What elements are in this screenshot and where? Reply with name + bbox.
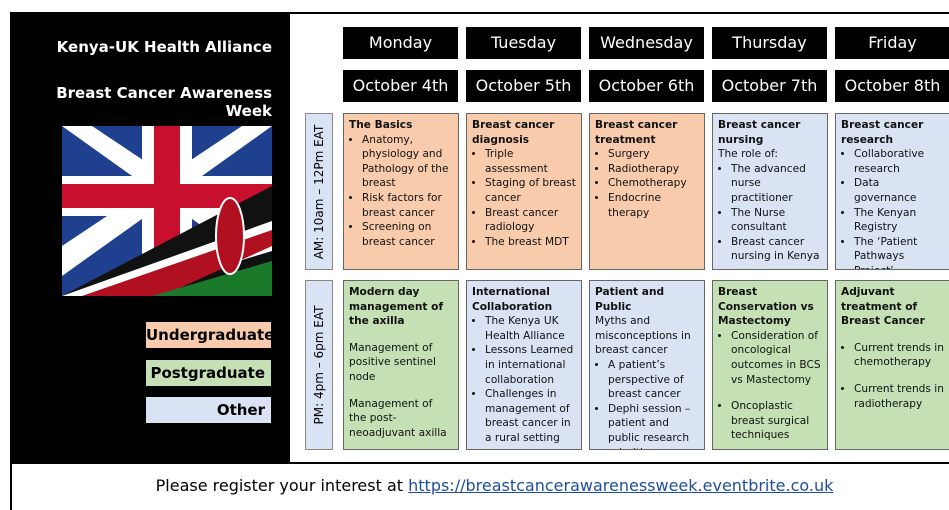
date-header: October 5th xyxy=(466,70,581,102)
bullet-list: Current trends in chemotherapy Current tr… xyxy=(841,341,945,411)
day-header: Tuesday xyxy=(466,27,581,59)
bullet-item: The Kenya UK Health Alliance xyxy=(485,314,576,343)
bullet-item: The ‘Patient Pathways Project’ xyxy=(854,235,945,269)
left-border xyxy=(10,12,12,510)
session-cell: The Basics Anatomy, physiology and Pathol… xyxy=(343,113,459,270)
session-cell: Breast cancer nursing The role of:The adv… xyxy=(712,113,828,270)
session-cell: Patient and Public Myths and misconceptio… xyxy=(589,280,705,450)
bullet-list: Collaborative researchData governanceThe… xyxy=(841,147,945,269)
cell-title: The Basics xyxy=(349,119,413,131)
bullet-item: Consideration of oncological outcomes in… xyxy=(731,329,822,387)
bullet-item: Staging of breast cancer xyxy=(485,176,576,205)
bullet-item: Anatomy, physiology and Pathology of the… xyxy=(362,133,453,191)
divider xyxy=(12,462,949,464)
bullet-item: Dephi session – patient and public resea… xyxy=(608,402,699,449)
cell-text: Management of the post-neoadjuvant axill… xyxy=(349,397,447,439)
cell-text: The role of: xyxy=(718,148,778,161)
bullet-item: Triple assessment xyxy=(485,147,576,176)
cell-title: Breast cancer diagnosis xyxy=(472,119,555,146)
date-header: October 8th xyxy=(835,70,949,102)
bullet-item: A patient’s perspective of breast cancer xyxy=(608,358,699,402)
cell-title: Breast Conservation vs Mastectomy xyxy=(718,286,814,328)
session-label-text: PM: 4pm – 6pm EAT xyxy=(312,305,326,425)
cell-title: Breast cancer treatment xyxy=(595,119,678,146)
bullet-item: Collaborative research xyxy=(854,147,945,176)
bullet-item: Breast cancer nursing in Kenya xyxy=(731,235,822,264)
bullet-item: Surgery xyxy=(608,147,699,162)
bullet-item: Current trends in radiotherapy xyxy=(854,382,945,411)
day-header: Thursday xyxy=(712,27,827,59)
cell-title: International Collaboration xyxy=(472,286,553,313)
flag xyxy=(62,126,272,296)
bullet-item: Risk factors for breast cancer xyxy=(362,191,453,220)
legend-item: Other xyxy=(146,397,271,423)
date-header: October 7th xyxy=(712,70,827,102)
bullet-item: Oncoplastic breast surgical techniques xyxy=(731,399,822,443)
bullet-item: Lessons Learned in international collabo… xyxy=(485,343,576,387)
sidebar-subtitle: Breast Cancer Awareness Week xyxy=(56,84,272,120)
day-header: Friday xyxy=(835,27,949,59)
bullet-list: Anatomy, physiology and Pathology of the… xyxy=(349,133,453,250)
session-cell: Modern day management of the axilla Manag… xyxy=(343,280,459,450)
sidebar-title: Kenya-UK Health Alliance xyxy=(56,38,272,56)
session-label: PM: 4pm – 6pm EAT xyxy=(305,280,333,450)
cell-title: Breast cancer research xyxy=(841,119,924,146)
session-label-text: AM: 10am – 12Pm EAT xyxy=(312,124,326,259)
day-header: Wednesday xyxy=(589,27,704,59)
bullet-list: The advanced nurse practitionerThe Nurse… xyxy=(718,162,822,264)
date-header: October 6th xyxy=(589,70,704,102)
bullet-list: A patient’s perspective of breast cancer… xyxy=(595,358,699,449)
footer: Please register your interest at https:/… xyxy=(0,476,949,495)
session-cell: Breast cancer treatmentSurgeryRadiothera… xyxy=(589,113,705,270)
cell-title: Patient and Public xyxy=(595,286,665,313)
bullet-list: Triple assessmentStaging of breast cance… xyxy=(472,147,576,249)
bullet-item: The breast MDT xyxy=(485,235,576,250)
bullet-item: The Nurse consultant xyxy=(731,206,822,235)
cell-title: Modern day management of the axilla xyxy=(349,286,444,328)
session-cell: Breast cancer diagnosisTriple assessment… xyxy=(466,113,582,270)
bullet-item: Data governance xyxy=(854,176,945,205)
bullet-item: Screening on breast cancer xyxy=(362,220,453,249)
bullet-item: Current trends in chemotherapy xyxy=(854,341,945,370)
top-border xyxy=(12,12,949,14)
cell-title: Adjuvant treatment of Breast Cancer xyxy=(841,286,925,328)
day-header: Monday xyxy=(343,27,458,59)
session-label: AM: 10am – 12Pm EAT xyxy=(305,113,333,270)
session-cell: Adjuvant treatment of Breast Cancer Curre… xyxy=(835,280,949,450)
bullet-item: Radiotherapy xyxy=(608,162,699,177)
legend-item: Postgraduate xyxy=(146,360,271,386)
cell-text: Management of positive sentinel node xyxy=(349,341,436,383)
bullet-list: Consideration of oncological outcomes in… xyxy=(718,329,822,443)
bullet-list: SurgeryRadiotherapyChemotherapyEndocrine… xyxy=(595,147,699,220)
bullet-item: Chemotherapy xyxy=(608,176,699,191)
bullet-item: The advanced nurse practitioner xyxy=(731,162,822,206)
bullet-item: Challenges in management of breast cance… xyxy=(485,387,576,445)
bullet-item: Endocrine therapy xyxy=(608,191,699,220)
session-cell: Breast Conservation vs MastectomyConside… xyxy=(712,280,828,450)
cell-text: Myths and misconceptions in breast cance… xyxy=(595,315,691,357)
footer-text: Please register your interest at xyxy=(155,476,404,495)
cell-title: Breast cancer nursing xyxy=(718,119,801,146)
session-cell: Breast cancer researchCollaborative rese… xyxy=(835,113,949,270)
date-header: October 4th xyxy=(343,70,458,102)
legend-item: Undergraduate xyxy=(146,322,274,348)
bullet-item: Breast cancer radiology xyxy=(485,206,576,235)
register-link[interactable]: https://breastcancerawarenessweek.eventb… xyxy=(408,476,834,495)
bullet-list: The Kenya UK Health AllianceLessons Lear… xyxy=(472,314,576,445)
bullet-item: The Kenyan Registry xyxy=(854,206,945,235)
session-cell: International CollaborationThe Kenya UK … xyxy=(466,280,582,450)
sidebar: Kenya-UK Health Alliance Breast Cancer A… xyxy=(12,12,290,464)
